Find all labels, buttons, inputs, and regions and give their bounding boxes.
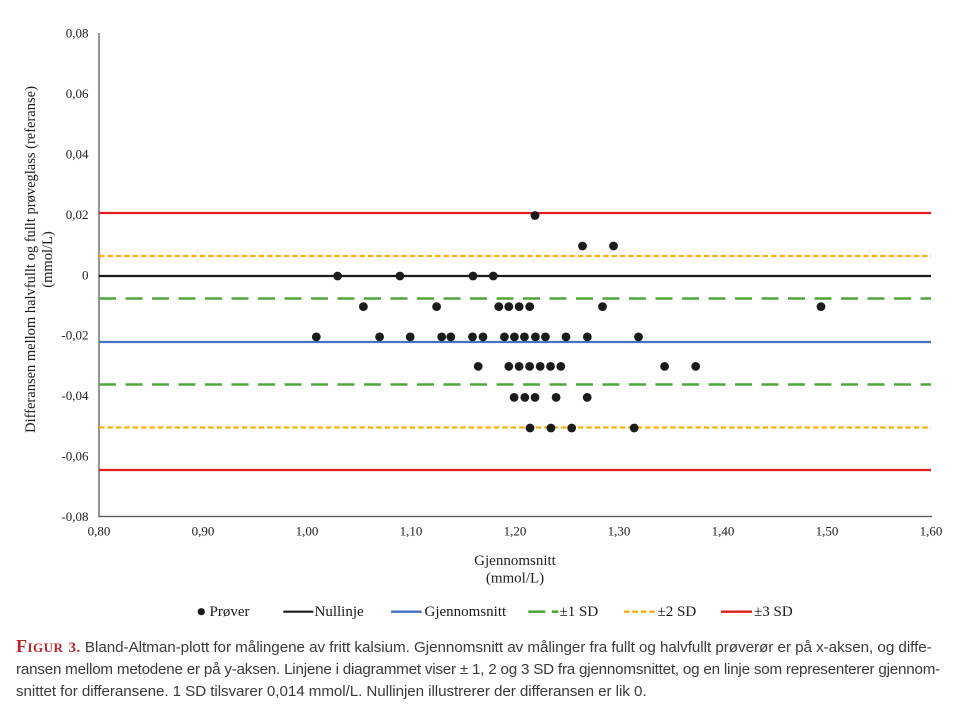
svg-text:0,08: 0,08 — [66, 26, 89, 41]
svg-text:0,02: 0,02 — [66, 207, 89, 222]
svg-text:Nullinje: Nullinje — [315, 604, 365, 620]
svg-text:±3 SD: ±3 SD — [754, 604, 793, 620]
svg-text:-0,06: -0,06 — [61, 449, 89, 464]
svg-text:±2 SD: ±2 SD — [658, 604, 697, 620]
svg-text:0,06: 0,06 — [66, 86, 89, 101]
svg-text:Gjennomsnitt: Gjennomsnitt — [474, 553, 556, 569]
svg-text:1,00: 1,00 — [296, 524, 319, 539]
svg-text:(mmol/L): (mmol/L) — [486, 571, 544, 587]
svg-text:1,60: 1,60 — [920, 524, 943, 539]
svg-text:Differansen mellom halvfullt o: Differansen mellom halvfullt og fullt pr… — [23, 86, 39, 433]
svg-text:1,10: 1,10 — [400, 524, 423, 539]
svg-text:0,90: 0,90 — [192, 524, 215, 539]
svg-text:0,80: 0,80 — [88, 524, 111, 539]
svg-text:0: 0 — [82, 267, 89, 282]
svg-text:-0,08: -0,08 — [61, 509, 88, 524]
svg-text:1,40: 1,40 — [712, 524, 735, 539]
svg-text:-0,02: -0,02 — [61, 328, 88, 343]
svg-text:1,50: 1,50 — [816, 524, 839, 539]
svg-text:1,20: 1,20 — [504, 524, 527, 539]
svg-text:Gjennomsnitt: Gjennomsnitt — [425, 604, 507, 620]
svg-text:Prøver: Prøver — [210, 604, 250, 620]
svg-text:0,04: 0,04 — [66, 146, 89, 161]
svg-text:(mmol/L): (mmol/L) — [40, 231, 56, 288]
svg-text:±1 SD: ±1 SD — [560, 604, 599, 620]
svg-text:-0,04: -0,04 — [61, 388, 89, 403]
svg-text:1,30: 1,30 — [608, 524, 631, 539]
